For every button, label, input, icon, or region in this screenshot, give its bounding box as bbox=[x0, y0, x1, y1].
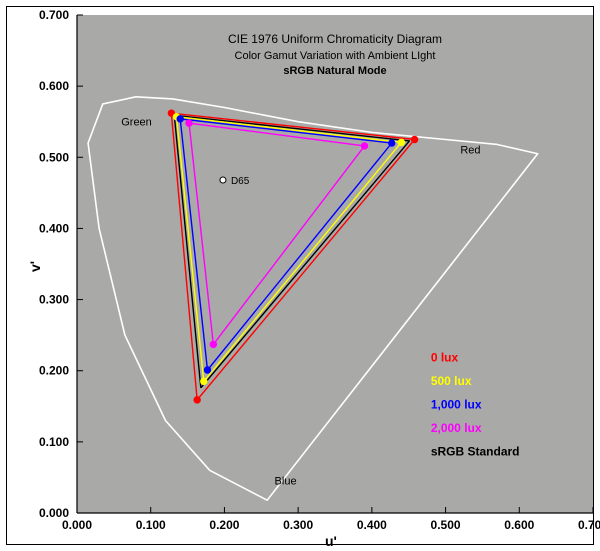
svg-text:0.500: 0.500 bbox=[39, 150, 69, 164]
svg-text:0.700: 0.700 bbox=[39, 8, 69, 22]
svg-text:0.700: 0.700 bbox=[578, 518, 600, 532]
svg-text:0.600: 0.600 bbox=[39, 79, 69, 93]
legend-item: 2,000 lux bbox=[431, 421, 482, 435]
svg-text:0.300: 0.300 bbox=[283, 518, 313, 532]
y-axis-label: v' bbox=[27, 261, 43, 272]
svg-text:0.400: 0.400 bbox=[39, 221, 69, 235]
series-2,000-lux bbox=[186, 120, 368, 348]
legend-item: 500 lux bbox=[431, 374, 472, 388]
svg-text:0.600: 0.600 bbox=[504, 518, 534, 532]
svg-text:Color Gamut Variation with Amb: Color Gamut Variation with Ambient LIght bbox=[235, 50, 436, 62]
svg-text:0.500: 0.500 bbox=[431, 518, 461, 532]
svg-text:0.400: 0.400 bbox=[357, 518, 387, 532]
legend-item: 1,000 lux bbox=[431, 397, 482, 411]
series-srgb-standard bbox=[174, 115, 409, 387]
gamut-series bbox=[168, 110, 418, 403]
svg-text:D65: D65 bbox=[231, 176, 250, 187]
svg-text:0.000: 0.000 bbox=[39, 506, 69, 520]
x-axis-label: u' bbox=[325, 533, 337, 549]
legend-item: 0 lux bbox=[431, 350, 459, 364]
locus-label: Red bbox=[460, 145, 480, 157]
chart-frame: 0.000 0.100 0.200 0.300 0.400 0.500 0.600 0.700… bbox=[6, 6, 594, 545]
d65-whitepoint: D65 bbox=[220, 176, 250, 187]
locus-label: Blue bbox=[275, 476, 297, 488]
svg-text:0.200: 0.200 bbox=[39, 364, 69, 378]
locus-label: Green bbox=[121, 116, 152, 128]
chromaticity-diagram: 0.0000.1000.2000.3000.4000.5000.6000.700… bbox=[77, 15, 593, 513]
svg-text:0.000: 0.000 bbox=[62, 518, 92, 532]
svg-text:0.100: 0.100 bbox=[39, 435, 69, 449]
chart-title: CIE 1976 Uniform Chromaticity Diagram Col… bbox=[228, 32, 442, 77]
series-500-lux bbox=[173, 114, 404, 385]
legend-item: sRGB Standard bbox=[431, 444, 520, 458]
plot-area: 0.0000.1000.2000.3000.4000.5000.6000.700… bbox=[77, 15, 593, 513]
svg-text:0.300: 0.300 bbox=[39, 293, 69, 307]
legend: 0 lux 500 lux 1,000 lux 2,000 lux sRGB Stand… bbox=[431, 350, 520, 458]
svg-text:sRGB Natural Mode: sRGB Natural Mode bbox=[283, 65, 386, 77]
svg-text:CIE 1976 Uniform Chromaticity: CIE 1976 Uniform Chromaticity Diagram bbox=[228, 32, 442, 46]
spectral-locus bbox=[88, 97, 538, 500]
svg-text:0.200: 0.200 bbox=[209, 518, 239, 532]
svg-text:0.100: 0.100 bbox=[136, 518, 166, 532]
series-1,000-lux bbox=[177, 116, 395, 374]
